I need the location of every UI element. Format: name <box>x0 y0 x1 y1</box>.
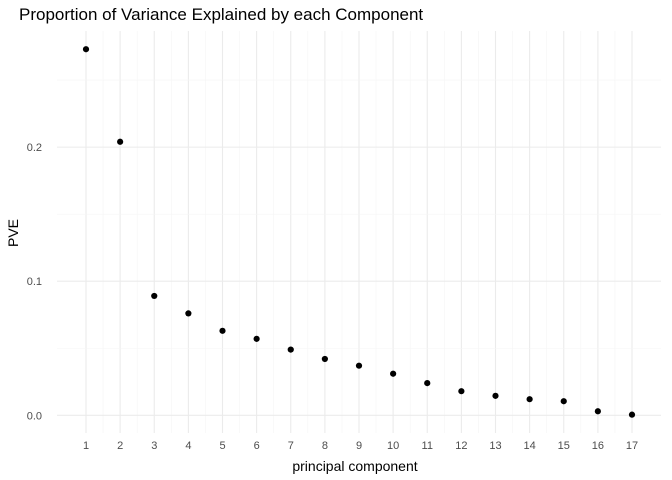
data-point-pc-5 <box>219 327 226 334</box>
y-axis-title: PVE <box>5 219 21 247</box>
data-point-pc-1 <box>82 46 90 53</box>
data-point-pc-10 <box>390 370 397 377</box>
data-point-pc-11 <box>424 380 431 387</box>
x-tick-label: 14 <box>523 440 535 452</box>
data-point-pc-4 <box>185 310 192 317</box>
x-tick-label: 11 <box>422 440 433 452</box>
y-tick-label: 0.1 <box>27 276 42 288</box>
data-point-pc-17 <box>628 411 636 418</box>
x-tick-label: 7 <box>288 440 294 452</box>
x-tick-label: 8 <box>322 440 328 452</box>
tick-labels: 1 2 3 4 5 6 7 8 9 10 11 12 13 14 15 16 170.00.10.2 <box>27 142 638 452</box>
x-tick-label: 9 <box>356 440 362 452</box>
x-tick-label: 4 <box>185 440 191 452</box>
x-tick-label: 12 <box>455 440 467 452</box>
y-tick-label: 0.0 <box>27 410 42 422</box>
x-tick-label: 3 <box>151 440 157 452</box>
y-tick-label: 0.2 <box>27 142 42 154</box>
data-point-pc-2 <box>117 138 124 145</box>
x-tick-label: 13 <box>489 440 501 452</box>
x-tick-label: 10 <box>387 440 399 452</box>
x-axis-title: principal component <box>292 458 417 474</box>
data-point-pc-8 <box>321 355 328 363</box>
chart-title: Proportion of Variance Explained by each… <box>19 5 423 24</box>
x-tick-label: 5 <box>219 440 225 452</box>
x-tick-label: 15 <box>558 440 570 452</box>
data-point-pc-3 <box>151 292 158 300</box>
data-point-pc-13 <box>492 392 499 399</box>
data-point-pc-6 <box>253 335 260 342</box>
x-tick-label: 1 <box>83 440 89 452</box>
data-point-pc-7 <box>287 346 294 353</box>
data-point-pc-12 <box>458 388 465 395</box>
x-tick-label: 17 <box>626 440 638 452</box>
data-point-pc-9 <box>355 362 363 369</box>
x-tick-label: 6 <box>254 440 260 452</box>
x-tick-label: 2 <box>117 440 123 452</box>
x-tick-label: 16 <box>592 440 604 452</box>
data-point-pc-14 <box>526 396 533 403</box>
grid-lines <box>57 31 661 433</box>
data-point-pc-15 <box>560 398 567 405</box>
data-points <box>82 46 636 418</box>
data-point-pc-16 <box>594 408 601 415</box>
